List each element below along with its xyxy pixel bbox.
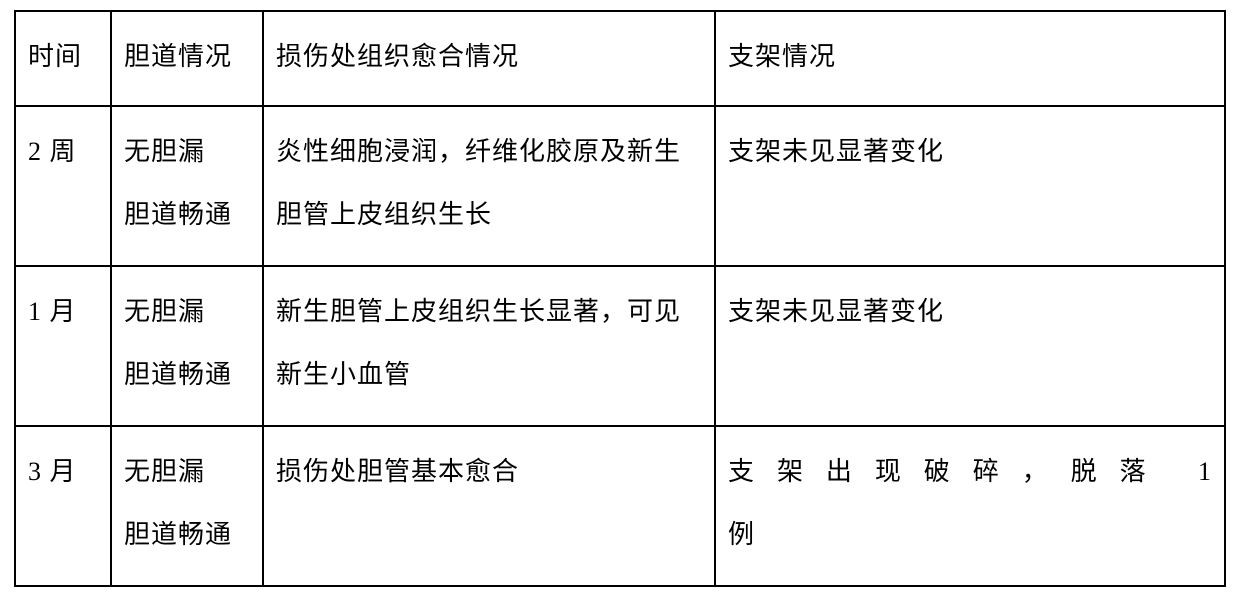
cell-stent: 支架未见显著变化: [715, 266, 1225, 426]
cell-time: 3 月: [15, 426, 111, 586]
cell-biliary: 无胆漏 胆道畅通: [111, 106, 263, 266]
cell-healing: 损伤处胆管基本愈合: [263, 426, 715, 586]
col-header-healing: 损伤处组织愈合情况: [263, 11, 715, 106]
cell-time: 1 月: [15, 266, 111, 426]
biliary-line1: 无胆漏: [124, 121, 250, 183]
biliary-line1: 无胆漏: [124, 281, 250, 343]
cell-biliary: 无胆漏 胆道畅通: [111, 266, 263, 426]
col-header-time: 时间: [15, 11, 111, 106]
stent-line2: 例: [728, 504, 1212, 566]
biliary-line2: 胆道畅通: [124, 504, 250, 566]
biliary-line2: 胆道畅通: [124, 184, 250, 246]
col-header-stent: 支架情况: [715, 11, 1225, 106]
table-row: 1 月 无胆漏 胆道畅通 新生胆管上皮组织生长显著，可见新生小血管 支架未见显著…: [15, 266, 1225, 426]
stent-line1: 支架出现破碎，脱落 1: [728, 441, 1212, 503]
col-header-biliary: 胆道情况: [111, 11, 263, 106]
cell-healing: 新生胆管上皮组织生长显著，可见新生小血管: [263, 266, 715, 426]
biliary-line2: 胆道畅通: [124, 344, 250, 406]
cell-time: 2 周: [15, 106, 111, 266]
header-row: 时间 胆道情况 损伤处组织愈合情况 支架情况: [15, 11, 1225, 106]
page: 时间 胆道情况 损伤处组织愈合情况 支架情况 2 周 无胆漏 胆道畅通 炎性细胞…: [0, 0, 1240, 597]
cell-stent: 支架未见显著变化: [715, 106, 1225, 266]
results-table: 时间 胆道情况 损伤处组织愈合情况 支架情况 2 周 无胆漏 胆道畅通 炎性细胞…: [14, 10, 1226, 587]
biliary-line1: 无胆漏: [124, 441, 250, 503]
cell-stent: 支架出现破碎，脱落 1 例: [715, 426, 1225, 586]
cell-biliary: 无胆漏 胆道畅通: [111, 426, 263, 586]
table-row: 3 月 无胆漏 胆道畅通 损伤处胆管基本愈合 支架出现破碎，脱落 1 例: [15, 426, 1225, 586]
cell-healing: 炎性细胞浸润，纤维化胶原及新生胆管上皮组织生长: [263, 106, 715, 266]
table-row: 2 周 无胆漏 胆道畅通 炎性细胞浸润，纤维化胶原及新生胆管上皮组织生长 支架未…: [15, 106, 1225, 266]
